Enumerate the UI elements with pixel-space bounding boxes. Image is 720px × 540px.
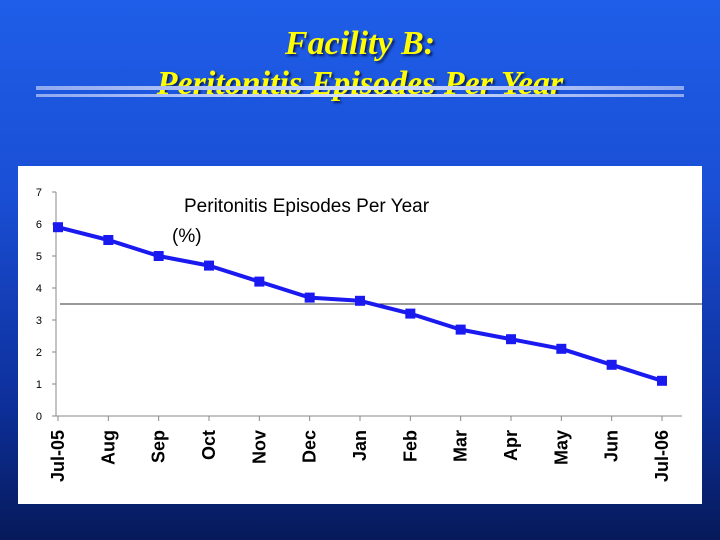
chart-title: Peritonitis Episodes Per Year: [184, 196, 430, 217]
slide-title-line-1: Facility B:: [284, 25, 436, 62]
x-tick-label: Jun: [602, 430, 622, 462]
x-tick-label: Mar: [451, 430, 471, 462]
x-tick-label: Oct: [199, 430, 219, 460]
y-tick-label: 7: [36, 187, 42, 199]
x-tick-label: May: [551, 430, 571, 465]
data-point: [455, 324, 466, 335]
slide-title: Facility B: Peritonitis Episodes Per Yea…: [0, 24, 720, 104]
x-tick-label: Dec: [300, 430, 320, 463]
y-tick-label: 4: [36, 283, 42, 295]
data-point: [204, 260, 214, 271]
data-point: [606, 359, 617, 370]
x-tick-label: Jan: [350, 430, 370, 461]
title-underline: [36, 86, 684, 90]
y-tick-label: 0: [36, 411, 42, 423]
y-tick-label: 5: [36, 251, 42, 263]
x-tick-label: Jul-05: [48, 430, 68, 482]
chart-panel: Peritonitis Episodes Per Year (%) 0 1 2 3 4 5…: [18, 166, 702, 504]
slide-title-line-2: Peritonitis Episodes Per Year: [156, 65, 564, 102]
data-point: [53, 222, 63, 233]
x-tick-label: Jul-06: [652, 430, 672, 482]
chart-subtitle: (%): [172, 226, 202, 247]
x-tick-label: Aug: [98, 430, 118, 465]
y-tick-label: 6: [36, 219, 42, 231]
data-point: [103, 235, 114, 245]
x-tick-label: Apr: [501, 430, 521, 461]
line-chart: Peritonitis Episodes Per Year (%) 0 1 2 3 4 5…: [36, 187, 702, 482]
data-point: [254, 276, 265, 287]
data-point: [657, 375, 667, 386]
data-point: [405, 308, 416, 319]
data-point: [506, 334, 516, 345]
data-point: [556, 343, 567, 354]
data-point: [355, 295, 365, 306]
data-point: [304, 292, 315, 303]
y-tick-label: 1: [36, 379, 42, 391]
y-tick-label: 2: [36, 347, 42, 359]
x-tick-label: Sep: [149, 430, 169, 463]
data-point: [153, 251, 164, 261]
title-underline-secondary: [36, 94, 684, 97]
x-tick-label: Feb: [400, 430, 420, 462]
x-tick-label: Nov: [249, 430, 269, 464]
y-tick-label: 3: [36, 315, 42, 327]
